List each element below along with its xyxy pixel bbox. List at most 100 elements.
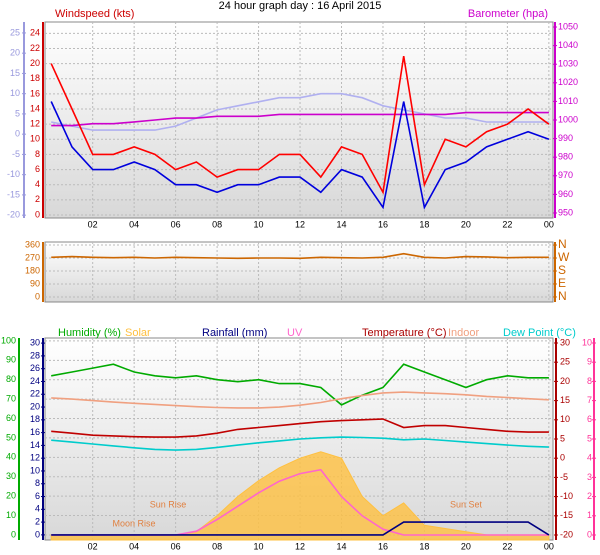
y2-tick-label: 1040 <box>558 40 578 50</box>
legend-entry: Dew Point (°C) <box>503 327 576 339</box>
x-tick-label: 16 <box>378 541 388 551</box>
y2-tick-label: 16 <box>30 427 40 437</box>
x-tick-label: 18 <box>419 541 429 551</box>
y3-tick-label: 30 <box>560 337 570 347</box>
y-tick-label: 8 <box>35 149 40 159</box>
y-tick-label: 50 <box>6 432 16 442</box>
y4-tick-label: 5 <box>587 433 592 443</box>
series-line <box>51 111 549 127</box>
y2-tick-label: 960 <box>558 189 573 199</box>
chart-title: 24 hour graph day : 16 April 2015 <box>219 0 382 12</box>
y-tick-label: 22 <box>30 43 40 53</box>
plot-area <box>44 241 554 303</box>
y4-tick-label: 2 <box>587 491 592 501</box>
y3-tick-label: -15 <box>7 189 20 199</box>
y-tick-label: 6 <box>35 164 40 174</box>
series-line <box>50 55 550 195</box>
y-tick-label: 10 <box>30 134 40 144</box>
series-line <box>51 436 549 451</box>
series-line <box>51 363 549 406</box>
y2-tick-label: 28 <box>30 350 40 360</box>
y-tick-label: 12 <box>30 119 40 129</box>
y-tick-label: 20 <box>6 491 16 501</box>
x-tick-label: 10 <box>254 541 264 551</box>
y-tick-label: 40 <box>6 452 16 462</box>
y4-tick-label: 6 <box>587 414 592 424</box>
x-tick-label: 04 <box>129 541 139 551</box>
y2-tick-label: N <box>558 237 567 251</box>
x-tick-label: 10 <box>254 219 264 229</box>
y3-tick-label: 0 <box>560 453 565 463</box>
y2-tick-label: W <box>558 250 570 264</box>
y2-tick-label: 24 <box>30 376 40 386</box>
y3-tick-label: 15 <box>10 68 20 78</box>
y-tick-label: 100 <box>1 335 16 345</box>
y4-tick-label: 4 <box>587 453 592 463</box>
y2-tick-label: 8 <box>35 478 40 488</box>
y-tick-label: 270 <box>25 252 40 262</box>
y3-tick-label: 15 <box>560 395 570 405</box>
y-tick-label: 0 <box>11 529 16 539</box>
x-tick-label: 20 <box>461 541 471 551</box>
y4-tick-label: 3 <box>587 472 592 482</box>
x-tick-label: 06 <box>171 541 181 551</box>
y2-tick-label: 26 <box>30 363 40 373</box>
y2-tick-label: 14 <box>30 440 40 450</box>
y2-tick-label: 6 <box>35 491 40 501</box>
y-tick-label: 4 <box>35 179 40 189</box>
y2-tick-label: 1010 <box>558 96 578 106</box>
y2-tick-label: 1020 <box>558 77 578 87</box>
y3-tick-label: 20 <box>10 48 20 58</box>
x-tick-label: 06 <box>171 219 181 229</box>
y2-tick-label: 980 <box>558 152 573 162</box>
y3-tick-label: 0 <box>15 129 20 139</box>
x-tick-label: 16 <box>378 219 388 229</box>
y2-tick-label: 1000 <box>558 114 578 124</box>
y4-tick-label: 7 <box>587 395 592 405</box>
y3-tick-label: 10 <box>10 88 20 98</box>
y4-tick-label: 0 <box>587 529 592 539</box>
y2-tick-label: 1050 <box>558 21 578 31</box>
y2-tick-label: 990 <box>558 133 573 143</box>
axis-title: Windspeed (kts) <box>55 8 134 20</box>
y3-tick-label: -10 <box>560 491 573 501</box>
series-line <box>51 521 550 536</box>
y-tick-label: 30 <box>6 471 16 481</box>
annotation: Sun Rise <box>150 499 187 509</box>
x-tick-label: 08 <box>212 541 222 551</box>
y-tick-label: 90 <box>6 355 16 365</box>
y3-tick-label: -5 <box>12 149 20 159</box>
axis-title: Barometer (hpa) <box>468 8 548 20</box>
y2-tick-label: 10 <box>30 465 40 475</box>
x-tick-label: 12 <box>295 219 305 229</box>
x-tick-label: 02 <box>88 541 98 551</box>
y3-tick-label: 5 <box>15 108 20 118</box>
x-tick-label: 08 <box>212 219 222 229</box>
y2-tick-label: N <box>558 289 567 303</box>
y3-tick-label: 20 <box>560 376 570 386</box>
y2-tick-label: 20 <box>30 401 40 411</box>
y-tick-label: 60 <box>6 413 16 423</box>
axis-title: Temperature (°C) <box>362 327 446 339</box>
y4-tick-label: 9 <box>587 357 592 367</box>
y3-tick-label: -10 <box>7 169 20 179</box>
y-tick-label: 20 <box>30 58 40 68</box>
y2-tick-label: 4 <box>35 504 40 514</box>
axis-title: Humidity (%) <box>58 327 121 339</box>
y-tick-label: 0 <box>35 209 40 219</box>
y3-tick-label: -20 <box>7 210 20 220</box>
y3-tick-label: 25 <box>10 27 20 37</box>
y3-tick-label: -20 <box>560 529 573 539</box>
y3-tick-label: -5 <box>560 472 568 482</box>
y-tick-label: 2 <box>35 194 40 204</box>
y-tick-label: 360 <box>25 239 40 249</box>
y4-tick-label: 1 <box>587 510 592 520</box>
x-tick-label: 00 <box>544 219 554 229</box>
y3-tick-label: 10 <box>560 414 570 424</box>
y-tick-label: 180 <box>25 265 40 275</box>
series-line <box>51 252 549 260</box>
series-line <box>51 391 549 409</box>
y4-tick-label: 10 <box>582 337 592 347</box>
axis-title: Rainfall (mm) <box>202 327 267 339</box>
y-tick-label: 10 <box>6 510 16 520</box>
